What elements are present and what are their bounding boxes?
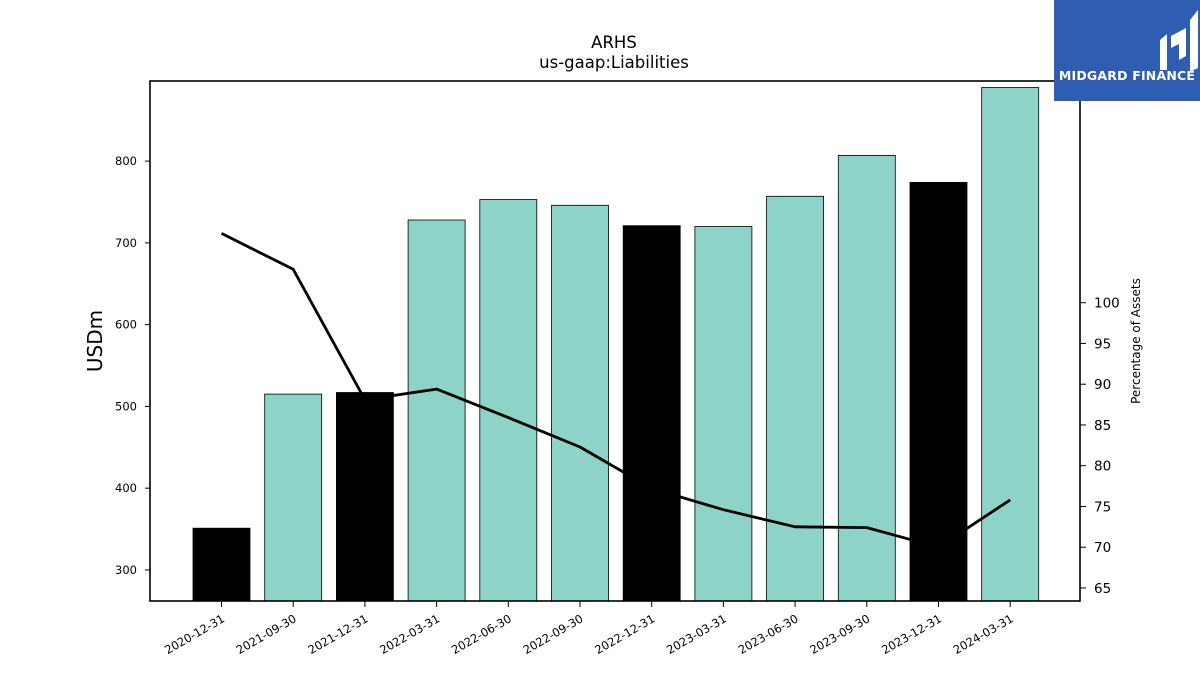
right-y-axis: 65 70 75 80 85 90 95 100 [1080, 296, 1120, 597]
bar-2020-12-31 [192, 527, 251, 602]
bar-2021-12-31 [335, 392, 394, 602]
x-tick-label: 2024-03-31 [951, 611, 1016, 657]
bar-2022-12-31 [622, 225, 681, 602]
y2-tick-label: 70 [1094, 540, 1111, 556]
x-tick-label: 2023-03-31 [664, 611, 729, 657]
bar-2023-06-30 [766, 195, 824, 602]
x-tick-label: 2021-09-30 [234, 611, 299, 657]
midgard-finance-logo: MIDGARD FINANCE [1054, 0, 1200, 101]
x-axis: 2020-12-31 2021-09-30 2021-12-31 2022-03-31… [162, 601, 1016, 657]
y-tick-label: 700 [115, 236, 137, 250]
y2-tick-label: 90 [1094, 377, 1111, 393]
x-tick-label: 2022-03-31 [377, 611, 442, 657]
y-tick-label: 500 [115, 399, 137, 413]
x-tick-label: 2023-06-30 [736, 611, 801, 657]
x-tick-label: 2023-09-30 [807, 611, 872, 657]
y2-tick-label: 80 [1094, 459, 1111, 475]
bar-2023-03-31 [694, 226, 753, 602]
x-tick-label: 2021-12-31 [306, 611, 371, 657]
y2-axis-label: Percentage of Assets [1129, 278, 1143, 404]
line-series [220, 232, 1011, 549]
bar-series [192, 87, 1040, 602]
chart-subtitle: us-gaap:Liabilities [539, 53, 689, 72]
x-tick-label: 2020-12-31 [162, 611, 227, 657]
y-tick-label: 600 [115, 318, 137, 332]
y-tick-label: 800 [115, 154, 137, 168]
x-tick-label: 2023-12-31 [879, 611, 944, 657]
y-tick-label: 400 [115, 481, 137, 495]
y2-tick-label: 95 [1094, 336, 1111, 352]
left-y-axis: 300 400 500 600 700 800 [115, 154, 150, 577]
logo-text: MIDGARD FINANCE [1058, 68, 1196, 83]
y-tick-label: 300 [115, 563, 137, 577]
bar-2022-06-30 [479, 199, 538, 602]
chart-title: ARHS [591, 33, 637, 52]
x-tick-label: 2022-09-30 [521, 611, 586, 657]
logo-icon [1160, 10, 1198, 72]
y-axis-label: USDm [83, 310, 107, 372]
plot-frame [149, 80, 1081, 602]
percentage-line [220, 232, 1011, 549]
y2-tick-label: 75 [1094, 499, 1111, 515]
bar-2022-09-30 [551, 204, 609, 602]
x-tick-label: 2022-06-30 [449, 611, 514, 657]
x-tick-label: 2022-12-31 [592, 611, 657, 657]
bar-2024-03-31 [981, 87, 1040, 602]
bar-2021-09-30 [264, 393, 323, 602]
y2-tick-label: 100 [1094, 296, 1120, 312]
y2-tick-label: 65 [1094, 581, 1111, 597]
y2-tick-label: 85 [1094, 418, 1111, 434]
bar-2023-12-31 [909, 181, 968, 602]
bar-2022-03-31 [407, 219, 466, 602]
